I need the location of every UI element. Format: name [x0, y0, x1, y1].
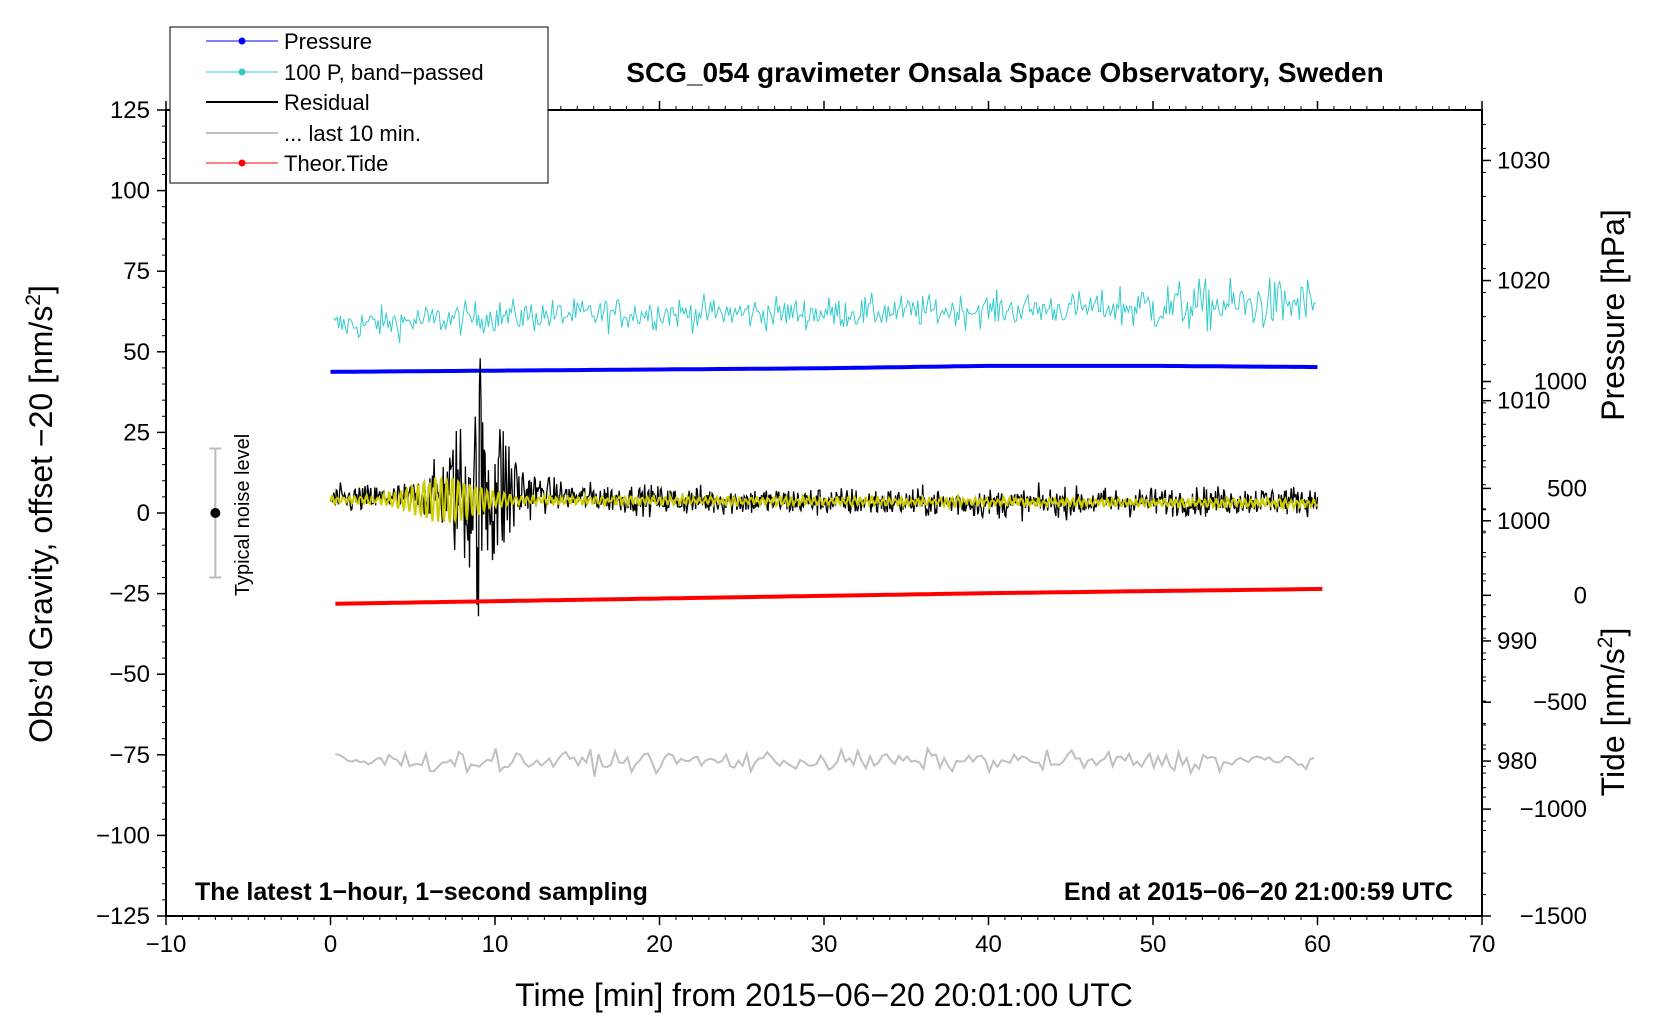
y-tick-label: −100	[96, 822, 150, 849]
legend-marker-theor-tide	[238, 159, 246, 167]
pressure-tick-label: 1020	[1497, 268, 1550, 295]
y-tick-label: −75	[109, 742, 150, 769]
legend-entry-pressure: Pressure	[206, 29, 372, 54]
y-tick-label: −125	[96, 903, 150, 930]
y-axis-title-tide-sup: 2	[1594, 637, 1617, 649]
legend-label-band-passed: 100 P, band−passed	[284, 60, 484, 85]
y-axis-title-pressure: Pressure [hPa]	[1595, 209, 1631, 421]
tide-tick-label: 0	[1574, 582, 1587, 609]
annotation-left: The latest 1−hour, 1−second sampling	[195, 878, 648, 906]
tide-tick-label: −500	[1533, 689, 1587, 716]
y-axis-title-tide-end: ]	[1595, 628, 1631, 637]
series-group	[329, 277, 1323, 777]
tide-tick-label: 1000	[1534, 369, 1587, 396]
legend-marker-pressure	[238, 37, 246, 45]
series-filtered-residual	[329, 475, 1318, 525]
x-tick-label: 0	[324, 931, 337, 958]
legend-entry-theor-tide: Theor.Tide	[206, 151, 388, 176]
y-tick-label: 25	[123, 419, 150, 446]
annotation-right: End at 2015−06−20 21:00:59 UTC	[1064, 878, 1453, 906]
series-pressure	[330, 363, 1318, 374]
pressure-tick-label: 990	[1497, 628, 1537, 655]
y-axis-title-tide-main: Tide [nm/s	[1595, 648, 1631, 796]
pressure-tick-label: 1010	[1497, 388, 1550, 415]
y-tick-label: 75	[123, 258, 150, 285]
x-tick-label: 60	[1304, 931, 1331, 958]
y-tick-label: −25	[109, 581, 150, 608]
legend-marker-band-passed	[238, 68, 246, 76]
y-tick-label: 125	[110, 97, 150, 124]
legend-entry-band-passed: 100 P, band−passed	[206, 60, 484, 85]
noise-bar: Typical noise level	[209, 434, 254, 596]
plot-frame	[165, 109, 1483, 917]
tide-tick-label: 500	[1547, 475, 1587, 502]
y-tick-label: 0	[137, 500, 150, 527]
series-last-10-min	[335, 745, 1315, 777]
tide-tick-label: −1500	[1520, 903, 1587, 930]
y-axis-title-tide: Tide [nm/s2]	[1594, 628, 1631, 797]
pressure-tick-label: 980	[1497, 748, 1537, 775]
x-tick-label: 50	[1140, 931, 1167, 958]
x-tick-label: 30	[811, 931, 838, 958]
legend-box	[169, 26, 549, 184]
noise-label: Typical noise level	[232, 434, 254, 596]
x-tick-label: 20	[646, 931, 673, 958]
x-tick-label: −10	[146, 931, 187, 958]
legend: Pressure 100 P, band−passed Residual ...…	[169, 26, 549, 184]
x-tick-label: 70	[1469, 931, 1496, 958]
legend-entry-residual: Residual	[206, 90, 370, 115]
noise-bar-dot	[210, 508, 221, 518]
legend-label-pressure: Pressure	[284, 29, 372, 54]
y-axis-title-left-sup: 2	[22, 294, 45, 306]
y-axis-title-left-main: Obs’d Gravity, offset −20 [nm/s	[23, 306, 59, 743]
y-axis-title-left: Obs’d Gravity, offset −20 [nm/s2]	[22, 285, 59, 743]
chart-title: SCG_054 gravimeter Onsala Space Observat…	[626, 57, 1383, 88]
series-band-passed	[333, 277, 1317, 343]
legend-label-last-10-min: ... last 10 min.	[284, 121, 421, 146]
y-axis-title-left-end: ]	[23, 285, 59, 294]
pressure-tick-label: 1030	[1497, 147, 1550, 174]
axis-ticks: −10 0 10 20 30 40 50 60 701251007550250−25−50−75…	[96, 97, 1587, 958]
x-tick-label: 10	[482, 931, 509, 958]
legend-label-theor-tide: Theor.Tide	[284, 151, 388, 176]
legend-entry-last-10-min: ... last 10 min.	[206, 121, 421, 146]
y-tick-label: 100	[110, 178, 150, 205]
y-tick-label: 50	[123, 339, 150, 366]
tide-tick-label: −1000	[1520, 796, 1587, 823]
x-tick-label: 40	[975, 931, 1002, 958]
series-theor-tide	[335, 586, 1323, 606]
pressure-tick-label: 1000	[1497, 508, 1550, 535]
x-axis-title: Time [min] from 2015−06−20 20:01:00 UTC	[515, 977, 1133, 1013]
y-tick-label: −50	[109, 661, 150, 688]
legend-label-residual: Residual	[284, 90, 370, 115]
series-residual	[329, 358, 1319, 617]
